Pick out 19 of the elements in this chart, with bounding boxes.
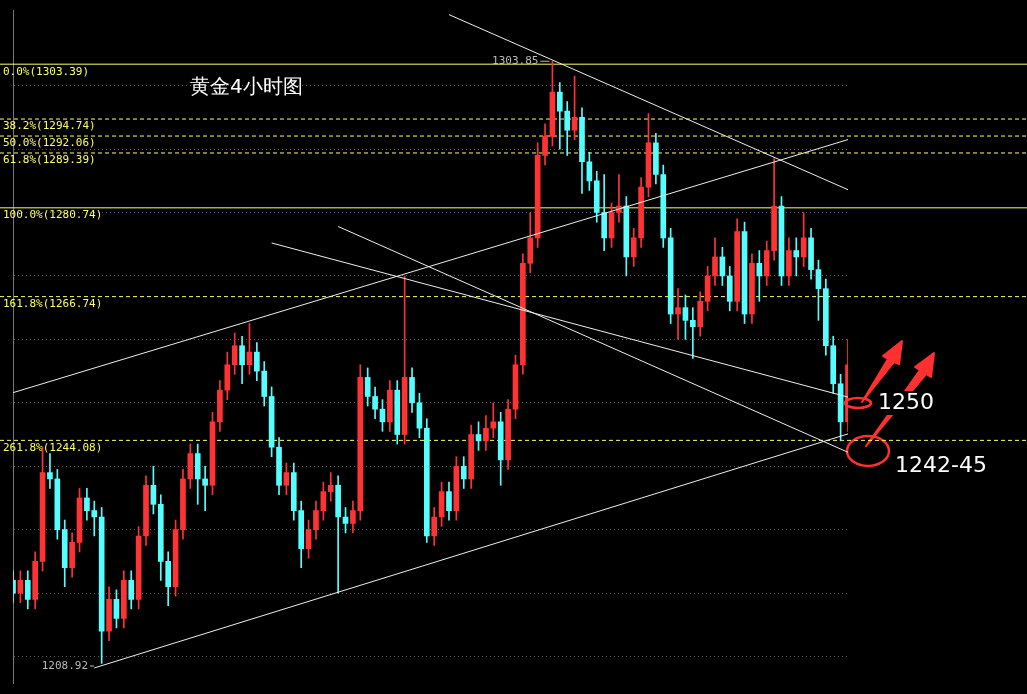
- candlestick: [689, 307, 696, 359]
- candlestick: [756, 250, 763, 302]
- text: 1250: [878, 388, 934, 414]
- candlestick: [47, 453, 53, 489]
- text: 黄金4小时图: [190, 74, 303, 99]
- ref-line-label: 261.8%(1244.08): [3, 440, 103, 454]
- candlestick: [327, 472, 334, 502]
- annotation: 1303.85: [492, 54, 539, 68]
- candlestick: [675, 288, 681, 340]
- ref-line-label: 50.0%(1292.06): [3, 136, 96, 150]
- ref-line-label: 0.0%(1303.39): [3, 64, 90, 78]
- ref-line-label: 38.2%(1294.74): [3, 119, 96, 133]
- candlestick: [793, 237, 800, 277]
- annotation: 1208.92: [41, 658, 88, 672]
- text: 1242-45: [895, 451, 987, 477]
- ref-line-label: 161.8%(1266.74): [3, 297, 103, 310]
- ref-line-label: 61.8%(1289.39): [3, 153, 96, 167]
- ref-line-label: 100.0%(1280.74): [3, 208, 103, 222]
- candlestick: [202, 465, 208, 511]
